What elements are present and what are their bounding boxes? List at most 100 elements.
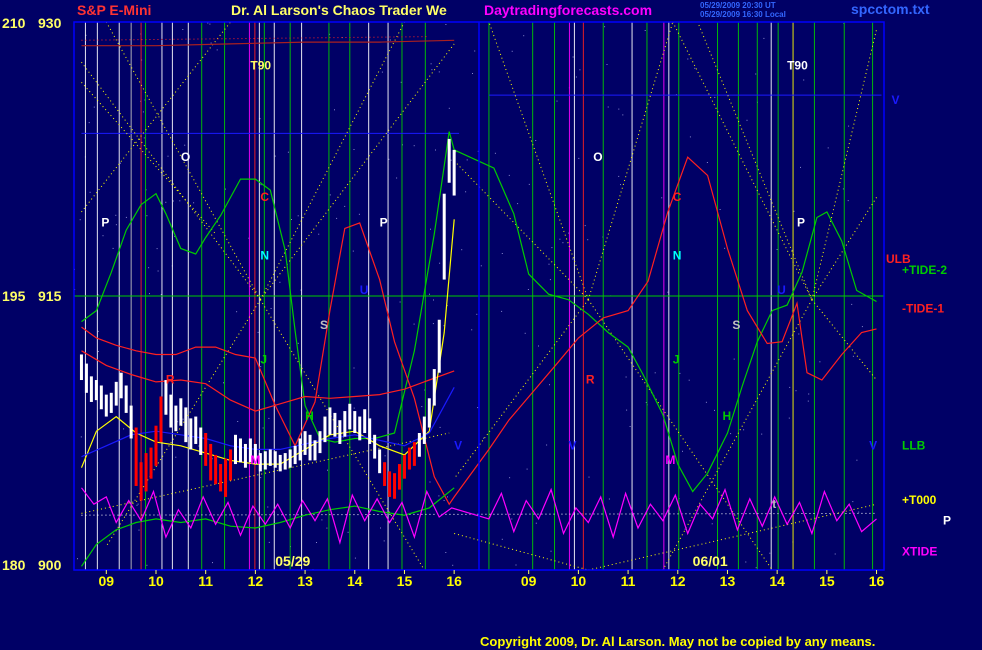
star [224, 188, 226, 190]
star [679, 372, 681, 374]
star [706, 162, 708, 163]
y-tick-label-right: 930 [38, 15, 62, 31]
price-bar [393, 473, 397, 499]
star [300, 289, 302, 291]
star [743, 429, 745, 431]
star [645, 402, 647, 403]
star [667, 291, 669, 293]
annotation-r: R [166, 373, 175, 387]
star [608, 498, 610, 500]
star [477, 407, 479, 409]
price-bar [79, 354, 83, 381]
legend-entry: -TIDE-1 [902, 301, 944, 315]
price-bar [328, 407, 332, 435]
star [184, 144, 186, 146]
star [535, 140, 537, 141]
star [421, 406, 423, 408]
price-bar [412, 442, 416, 466]
star [112, 247, 114, 249]
star [193, 202, 195, 204]
legend-entry: ULB [886, 252, 911, 266]
price-bar [388, 471, 392, 497]
y-tick-label-right: 900 [38, 557, 62, 573]
star [259, 118, 261, 120]
star [430, 63, 432, 65]
price-bar [184, 407, 188, 443]
price-bar [109, 392, 113, 413]
price-bar [422, 416, 426, 444]
dotted-line [259, 43, 455, 300]
star [524, 332, 526, 334]
price-bar [154, 425, 158, 466]
star [413, 323, 415, 325]
site-name: Daytradingforecasts.com [484, 2, 652, 18]
star [115, 224, 117, 226]
star [858, 511, 860, 513]
price-bar [378, 449, 382, 474]
price-bar [402, 454, 406, 479]
price-bar [283, 453, 287, 470]
x-tick-label: 11 [198, 573, 213, 589]
star [396, 177, 398, 179]
star [551, 247, 553, 249]
annotation-p: P [797, 216, 805, 230]
star [165, 201, 167, 203]
chart-symbol: S&P E-Mini [77, 2, 151, 18]
dotted-line [488, 21, 589, 300]
price-bar [353, 411, 357, 433]
price-bar [303, 431, 307, 455]
annotation-o: O [593, 150, 602, 164]
star [688, 379, 690, 381]
annotation-u: U [360, 283, 369, 297]
star [297, 342, 299, 344]
star [80, 436, 82, 438]
star [136, 504, 138, 506]
star [511, 50, 513, 52]
star [216, 49, 218, 51]
star [344, 205, 346, 207]
star [476, 313, 478, 315]
star [572, 56, 574, 58]
star [93, 106, 95, 108]
star [517, 203, 519, 205]
star [260, 184, 262, 186]
x-tick-label: 16 [869, 573, 885, 589]
price-bar [94, 380, 98, 401]
star [297, 215, 299, 217]
price-bar [373, 434, 377, 459]
star [719, 209, 721, 210]
star [549, 279, 551, 281]
star [501, 253, 503, 254]
price-bar [164, 380, 168, 415]
green-forecast-line [81, 131, 877, 493]
star [211, 458, 213, 460]
star [526, 468, 528, 470]
star [755, 567, 757, 569]
x-tick-label: 11 [621, 573, 636, 589]
star [694, 67, 696, 69]
star [141, 59, 143, 61]
price-bar [179, 398, 183, 426]
dotted-line [81, 512, 877, 516]
star [471, 329, 473, 331]
annotation-j: J [673, 353, 680, 367]
star [329, 33, 331, 35]
planet-annotations: T90 T90 O O P P P C C N N U U S S J J H H R R M M V V V Vt [101, 58, 899, 510]
star [607, 106, 609, 108]
star [432, 323, 434, 325]
star [160, 294, 162, 295]
axes: 210 930 195 915 180 900 09 10 11 12 13 14 15 16 09 10 11… [2, 15, 885, 589]
star [402, 144, 403, 146]
date-label: 05/29 [275, 553, 310, 569]
price-bar [417, 433, 421, 457]
price-bar [219, 464, 223, 492]
price-bar [258, 453, 262, 472]
date-label: 06/01 [693, 553, 728, 569]
star [438, 71, 440, 73]
dotted-geometry-lines [81, 21, 878, 571]
star [209, 23, 211, 25]
star [179, 200, 181, 202]
star [347, 531, 349, 533]
star [509, 477, 511, 479]
